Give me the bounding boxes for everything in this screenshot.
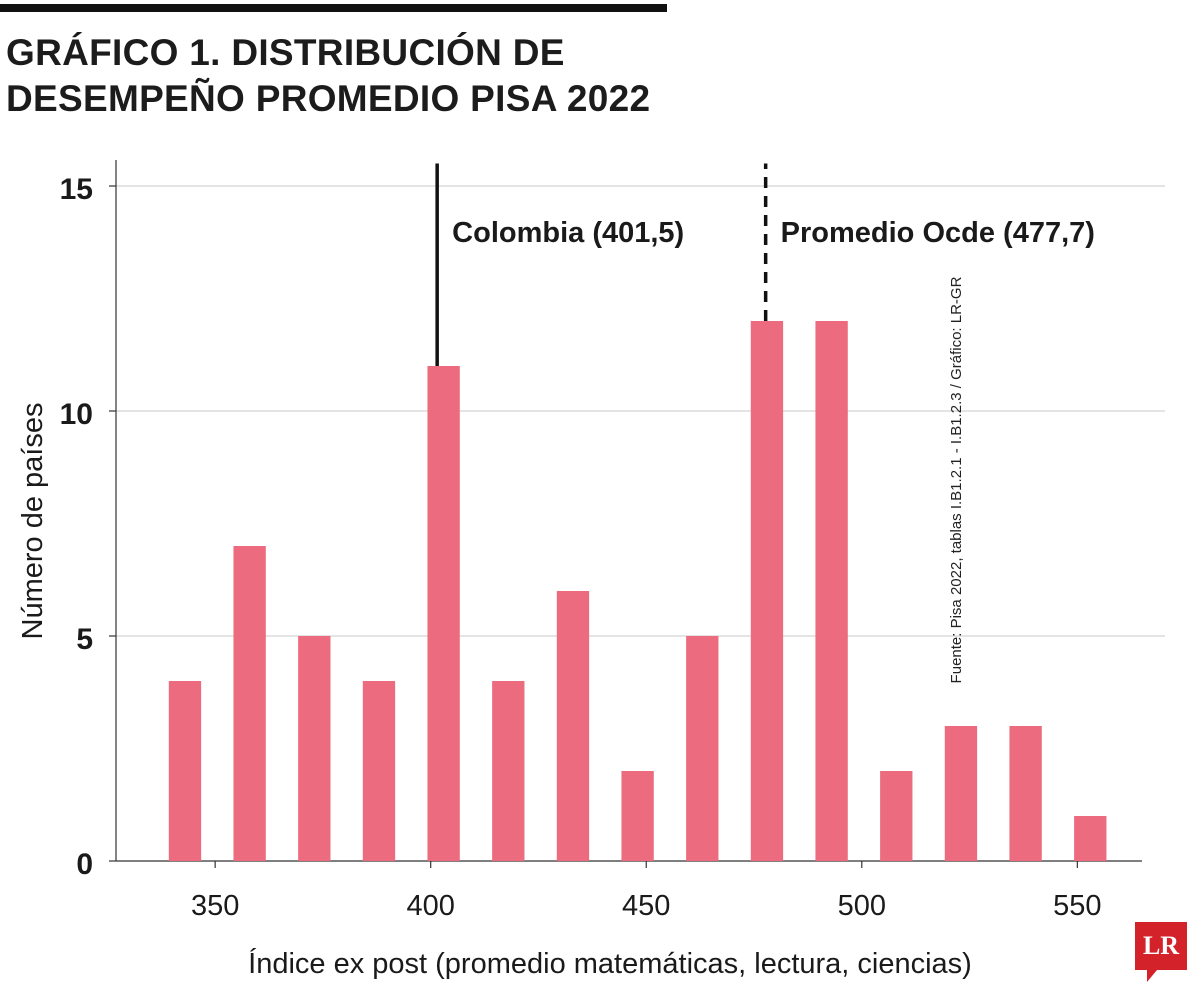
x-tick-label: 400	[407, 890, 455, 922]
y-tick-label: 0	[76, 848, 93, 881]
y-axis-title: Número de países	[17, 403, 49, 640]
histogram-bar	[168, 681, 202, 861]
histogram-bar	[621, 771, 654, 861]
x-axis-title: Índice ex post (promedio matemáticas, le…	[248, 947, 972, 980]
y-tick-label: 5	[76, 623, 93, 656]
y-tick-label: 15	[60, 173, 93, 206]
histogram-bar	[233, 546, 266, 861]
histogram-bar	[362, 681, 396, 861]
y-tick-label: 10	[60, 398, 93, 431]
x-tick-label: 450	[622, 890, 670, 922]
chart-title: GRÁFICO 1. DISTRIBUCIÓN DE DESEMPEÑO PRO…	[6, 30, 766, 122]
histogram-bar	[944, 726, 978, 861]
histogram-bar	[750, 321, 784, 861]
x-tick-label: 350	[191, 890, 239, 922]
histogram-bar	[427, 366, 460, 861]
x-tick-label: 550	[1053, 890, 1101, 922]
lr-logo: LR	[1135, 922, 1187, 982]
histogram-bar	[815, 321, 848, 861]
x-tick-label: 500	[838, 890, 886, 922]
histogram-bar	[556, 591, 590, 861]
histogram-bar	[1009, 726, 1042, 861]
chart-title-line-1: GRÁFICO 1. DISTRIBUCIÓN DE	[6, 32, 565, 73]
histogram-bar	[1074, 816, 1107, 861]
source-note: Fuente: Pisa 2022, tablas I.B1.2.1 - I.B…	[948, 276, 965, 684]
histogram-bar	[492, 681, 525, 861]
ocde-average-label: Promedio Ocde (477,7)	[781, 217, 1095, 249]
histogram-bar	[686, 636, 719, 861]
histogram-bar	[880, 771, 913, 861]
title-rule	[0, 4, 667, 12]
colombia-label: Colombia (401,5)	[452, 217, 684, 249]
histogram-bar	[298, 636, 331, 861]
chart-title-line-2: DESEMPEÑO PROMEDIO PISA 2022	[6, 78, 651, 119]
